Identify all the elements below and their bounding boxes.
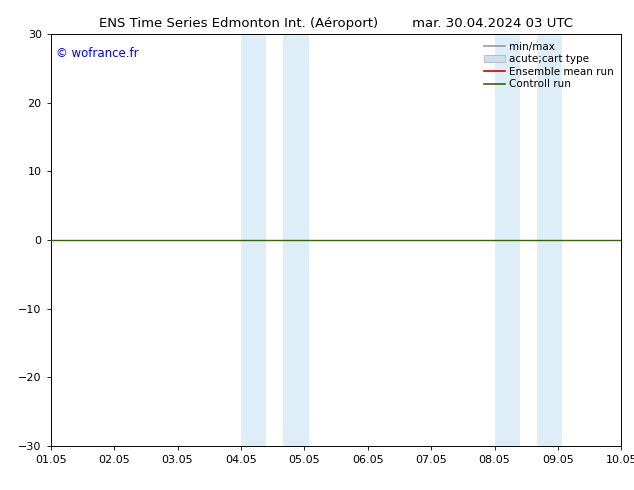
Title: ENS Time Series Edmonton Int. (Aéroport)        mar. 30.04.2024 03 UTC: ENS Time Series Edmonton Int. (Aéroport)… — [99, 17, 573, 30]
Legend: min/max, acute;cart type, Ensemble mean run, Controll run: min/max, acute;cart type, Ensemble mean … — [482, 40, 616, 92]
Bar — [537, 34, 562, 446]
Text: © wofrance.fr: © wofrance.fr — [56, 47, 139, 60]
Bar — [283, 34, 309, 446]
Bar — [495, 34, 520, 446]
Bar — [241, 34, 266, 446]
